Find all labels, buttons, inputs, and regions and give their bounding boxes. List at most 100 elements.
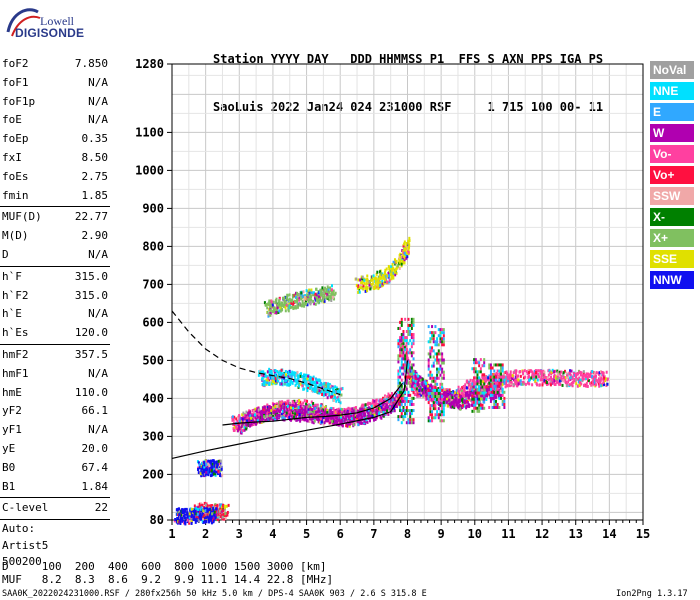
echo-point xyxy=(208,518,211,522)
echo-point xyxy=(541,383,544,387)
echo-point xyxy=(451,396,454,400)
lowell-digisonde-logo: Lowell DIGISONDE xyxy=(2,2,84,44)
echo-point xyxy=(371,408,374,412)
echo-point xyxy=(380,276,383,280)
echo-point xyxy=(402,353,405,357)
echo-point xyxy=(514,370,517,374)
echo-point xyxy=(468,405,471,409)
y-tick-label: 900 xyxy=(142,201,164,215)
echo-point xyxy=(255,422,258,426)
echo-point xyxy=(276,370,279,374)
echo-point xyxy=(343,417,346,421)
echo-point xyxy=(312,404,315,408)
echo-point xyxy=(329,384,332,388)
echo-point xyxy=(249,410,252,414)
echo-point xyxy=(576,377,579,381)
echo-point xyxy=(532,378,535,382)
x-tick-label: 7 xyxy=(370,527,377,541)
echo-point xyxy=(203,501,206,505)
echo-point xyxy=(358,290,361,294)
echo-point xyxy=(261,377,264,381)
echo-point xyxy=(298,413,301,417)
echo-point xyxy=(389,394,392,398)
echo-point xyxy=(527,368,530,372)
echo-point xyxy=(294,372,297,376)
echo-point xyxy=(240,417,243,421)
echo-point xyxy=(274,416,277,420)
echo-point xyxy=(210,521,213,525)
echo-point xyxy=(295,415,298,419)
echo-point xyxy=(305,289,308,293)
echo-point xyxy=(454,391,457,395)
echo-point xyxy=(462,389,465,393)
echo-point xyxy=(364,403,367,407)
echo-point xyxy=(323,385,326,389)
echo-point xyxy=(288,373,291,377)
echo-point xyxy=(591,370,594,374)
echo-point xyxy=(190,513,193,517)
param-row: fmin 1.85 xyxy=(0,187,112,206)
y-tick-label: 600 xyxy=(142,315,164,329)
echo-point xyxy=(414,380,417,384)
echo-point xyxy=(404,249,407,253)
echo-point xyxy=(337,412,340,416)
echo-point xyxy=(317,418,320,422)
echo-point xyxy=(395,271,398,275)
echo-point xyxy=(486,394,489,398)
echo-point xyxy=(486,388,489,392)
echo-point xyxy=(286,302,289,306)
echo-point xyxy=(463,399,466,403)
echo-point xyxy=(589,371,592,375)
echo-point xyxy=(311,387,314,391)
echo-point xyxy=(286,415,289,419)
echo-point xyxy=(270,376,273,380)
echo-point xyxy=(365,418,368,422)
echo-point xyxy=(439,399,442,403)
echo-point xyxy=(413,378,416,382)
echo-point xyxy=(268,414,271,418)
echo-point xyxy=(507,376,510,380)
echo-point xyxy=(402,251,405,255)
echo-point xyxy=(277,303,280,307)
echo-point xyxy=(266,403,269,407)
echo-point xyxy=(295,295,298,299)
echo-point xyxy=(385,267,388,271)
echo-point xyxy=(277,371,280,375)
echo-point xyxy=(195,506,198,510)
echo-point xyxy=(426,385,429,389)
echo-point xyxy=(331,295,334,299)
echo-point xyxy=(365,278,368,282)
echo-point xyxy=(547,378,550,382)
echo-point xyxy=(381,398,384,402)
echo-point xyxy=(369,283,372,287)
echo-point xyxy=(279,412,282,416)
echo-point xyxy=(476,397,479,401)
echo-point xyxy=(332,398,335,402)
echo-point xyxy=(468,398,471,402)
echo-point xyxy=(375,277,378,281)
echo-point xyxy=(510,374,513,378)
echo-point xyxy=(362,411,365,415)
echo-point xyxy=(287,413,290,417)
param-value: 22 xyxy=(94,501,108,515)
echo-point xyxy=(223,508,226,512)
echo-point xyxy=(386,409,389,413)
echo-point xyxy=(272,405,275,409)
param-value: N/A xyxy=(88,75,108,89)
echo-point xyxy=(418,386,421,390)
echo-point xyxy=(306,303,309,307)
echo-point xyxy=(352,409,355,413)
echo-point xyxy=(288,369,291,373)
echo-point xyxy=(397,399,400,403)
echo-point xyxy=(333,422,336,426)
param-row: B1 1.84 xyxy=(0,478,112,497)
echo-point xyxy=(291,305,294,309)
echo-point xyxy=(308,379,311,383)
echo-point xyxy=(517,378,520,382)
param-row: B0 67.4 xyxy=(0,459,112,478)
echo-point xyxy=(298,293,301,297)
echo-point xyxy=(425,384,428,388)
echo-point xyxy=(407,247,410,251)
echo-point xyxy=(303,378,306,382)
